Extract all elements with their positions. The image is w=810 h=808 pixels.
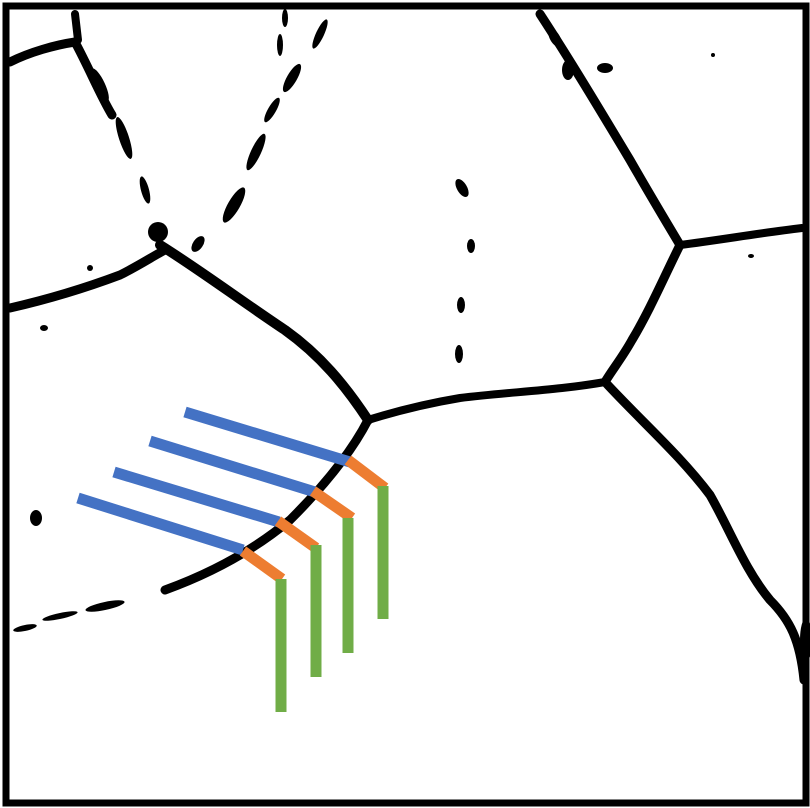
boundary-lower-left [160,415,373,595]
orange-segment [239,546,286,584]
boundary-dash [13,624,37,632]
orange-segment [274,516,320,553]
boundary-dash [91,68,109,102]
boundary-right-lower [600,377,809,685]
boundary-right-middle [600,240,685,387]
boundary-dash [282,63,302,93]
boundary-dash [711,53,715,57]
dashed-boundaries [13,9,810,662]
blue-segment [112,466,281,528]
boundary-center-left [155,240,373,425]
boundary-dash [85,600,125,612]
boundary-dash [312,19,328,49]
boundary-dash [467,239,475,253]
boundary-right-arm [676,224,806,249]
boundary-upper-left-short [71,10,82,44]
boundary-dash [148,222,168,242]
boundary-dash [246,133,266,171]
orange-segment [344,455,389,493]
boundary-dash [42,611,78,621]
boundary-dash [264,97,280,123]
boundary-dash [282,9,288,27]
grain-boundaries [5,9,809,685]
boundary-dash [191,236,205,252]
boundary-dash [548,28,562,48]
boundary-dash [455,345,463,363]
blue-segment [148,435,317,498]
boundary-dash [30,510,42,526]
boundary-dash [115,117,133,159]
boundary-dash [222,187,246,223]
boundary-dash [597,63,613,73]
boundary-dash [457,297,465,313]
boundary-center-right [364,378,609,424]
boundary-dash [277,34,283,56]
blue-segment [183,406,352,468]
boundary-dash [87,265,93,271]
boundary-left-triple [5,245,170,313]
boundary-dash [562,60,574,80]
boundary-dash [139,176,151,204]
boundary-dash [455,178,469,198]
boundary-right-upper [535,9,685,250]
boundary-dash [748,254,754,258]
measurement-segments [76,406,389,712]
orange-segment [309,486,356,523]
blue-segment [76,492,245,556]
boundary-dash [40,325,48,331]
